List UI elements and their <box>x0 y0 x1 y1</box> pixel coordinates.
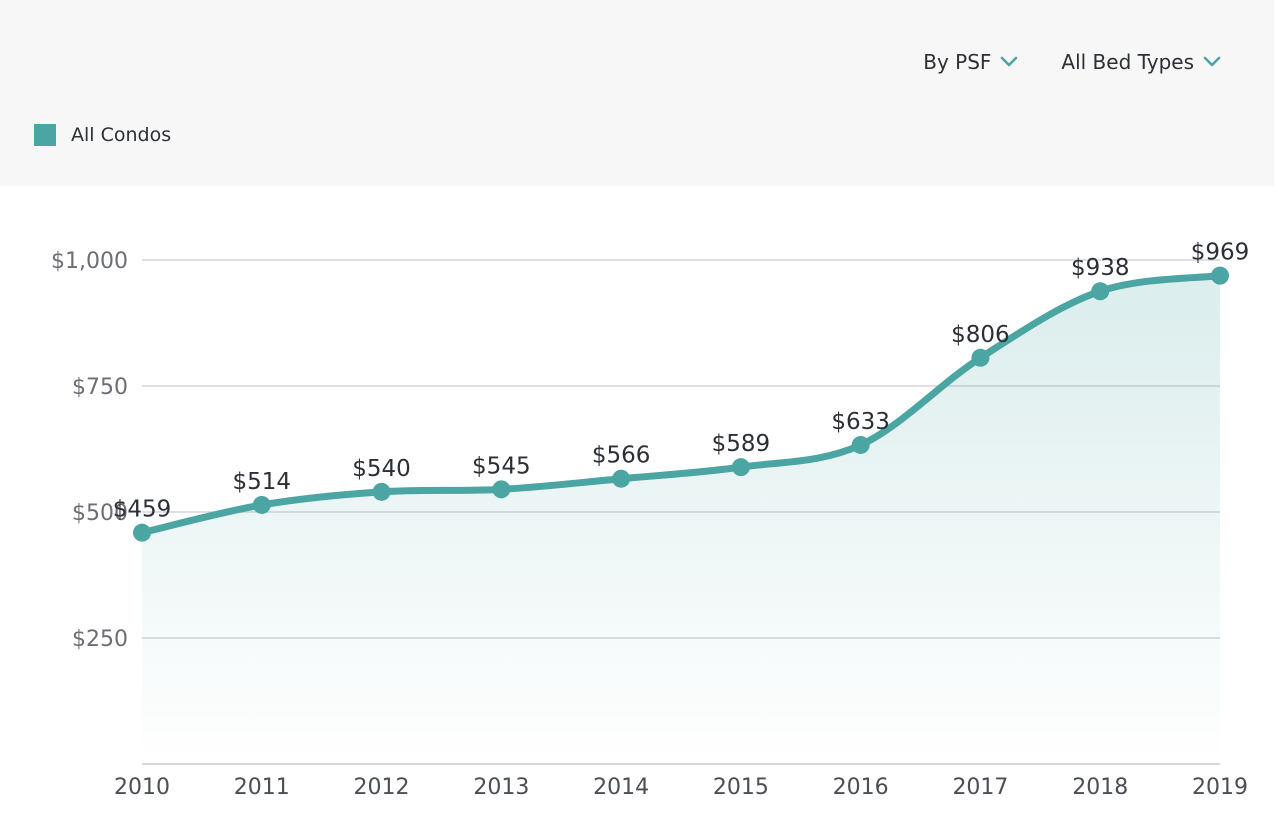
x-tick-label: 2013 <box>473 775 529 800</box>
price-line-chart: $250 $500 $750 $1,000 2010 2011 2012 2013 2014 20… <box>51 240 1250 800</box>
data-label: $540 <box>352 456 411 482</box>
data-label: $589 <box>712 431 771 457</box>
bed-types-dropdown-label: All Bed Types <box>1061 50 1194 74</box>
metric-dropdown-label: By PSF <box>923 50 992 74</box>
data-labels: $459 $514 $540 $545 $566 $589 $633 $806 $938 $969 <box>113 240 1250 523</box>
axes: $250 $500 $750 $1,000 2010 2011 2012 2013 2014 20… <box>51 249 1248 800</box>
x-tick-label: 2016 <box>833 775 889 800</box>
data-label: $514 <box>233 469 292 495</box>
x-tick-label: 2014 <box>593 775 649 800</box>
y-tick-label: $250 <box>72 627 128 652</box>
chevron-down-icon <box>1001 56 1018 67</box>
bed-types-dropdown[interactable]: All Bed Types <box>1061 46 1222 78</box>
x-tick-label: 2012 <box>354 775 410 800</box>
data-point <box>612 469 631 488</box>
chevron-down-icon <box>1203 56 1221 67</box>
series-line <box>138 272 1224 537</box>
data-label: $806 <box>951 322 1010 348</box>
filter-bar: By PSF All Bed Types <box>923 46 1222 78</box>
data-point <box>851 435 870 454</box>
series-area-fill <box>142 275 1220 764</box>
data-point <box>252 495 271 514</box>
x-tick-label: 2019 <box>1192 775 1248 800</box>
series-line-layer <box>138 272 1224 537</box>
data-label: $633 <box>831 409 890 435</box>
chart-controls-panel: By PSF All Bed Types All Condos <box>0 0 1274 186</box>
data-point <box>731 458 750 477</box>
data-label: $969 <box>1191 240 1250 266</box>
data-label: $545 <box>472 453 531 479</box>
data-label: $566 <box>592 443 651 469</box>
data-point <box>372 482 391 501</box>
y-tick-label: $500 <box>72 501 128 526</box>
data-point <box>133 523 151 542</box>
legend-swatch <box>34 124 56 146</box>
y-tick-label: $750 <box>72 375 128 400</box>
area-fill-layer <box>142 275 1220 764</box>
x-tick-label: 2017 <box>952 775 1008 800</box>
data-point <box>1211 266 1229 285</box>
data-points <box>133 266 1229 542</box>
legend-label: All Condos <box>71 124 172 146</box>
data-label: $938 <box>1071 255 1130 281</box>
data-point <box>1091 282 1110 301</box>
data-label: $459 <box>113 497 172 523</box>
x-tick-label: 2015 <box>713 775 769 800</box>
metric-dropdown[interactable]: By PSF <box>923 46 1019 78</box>
chart-legend: All Condos <box>34 124 171 146</box>
x-tick-label: 2010 <box>114 775 170 800</box>
data-point <box>492 480 511 499</box>
y-tick-label: $1,000 <box>51 249 128 274</box>
x-tick-label: 2018 <box>1072 775 1128 800</box>
x-tick-label: 2011 <box>234 775 290 800</box>
data-point <box>971 348 990 367</box>
price-chart-area: $250 $500 $750 $1,000 2010 2011 2012 2013 2014 20… <box>0 186 1278 824</box>
